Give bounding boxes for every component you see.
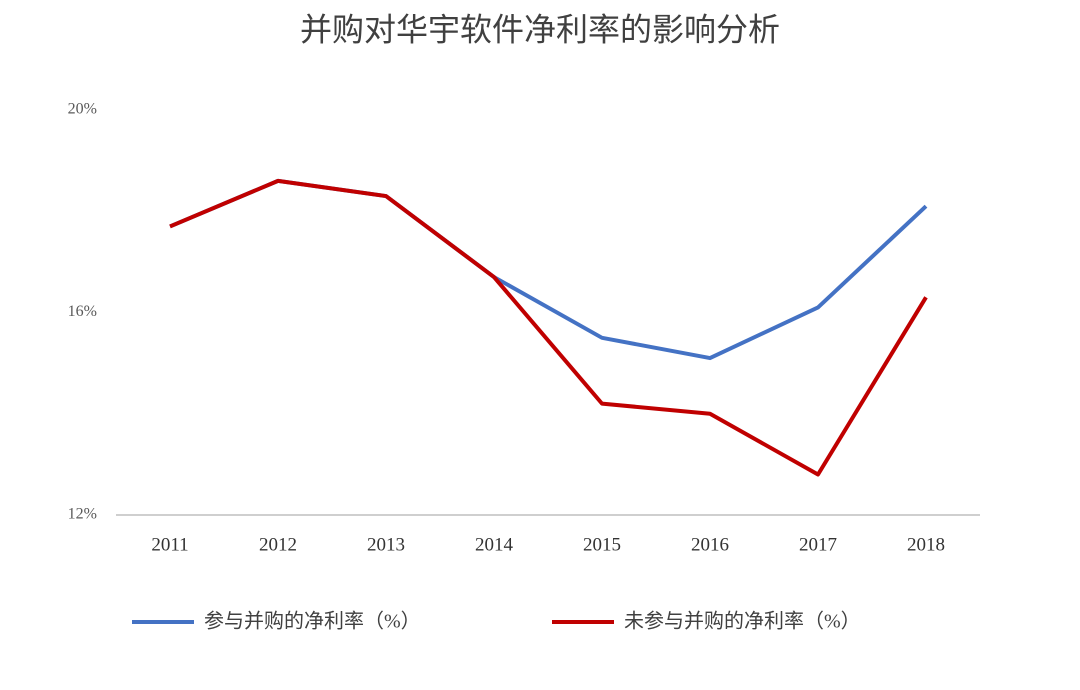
chart-title: 并购对华宇软件净利率的影响分析 [300,11,780,47]
x-tick-label: 2015 [583,534,621,555]
legend-label: 未参与并购的净利率（%） [624,610,861,633]
x-tick-label: 2018 [907,534,945,555]
x-tick-label: 2011 [151,534,188,555]
y-tick-label: 12% [68,506,97,523]
x-tick-label: 2012 [259,534,297,555]
data-line [169,178,928,477]
data-line [169,178,928,361]
x-tick-label: 2013 [367,534,405,555]
y-tick-label: 16% [68,303,97,320]
x-tick-label: 2014 [475,534,514,555]
legend-label: 参与并购的净利率（%） [204,610,421,633]
y-tick-label: 20% [68,101,97,118]
x-tick-label: 2017 [799,534,837,555]
x-tick-label: 2016 [691,534,729,555]
